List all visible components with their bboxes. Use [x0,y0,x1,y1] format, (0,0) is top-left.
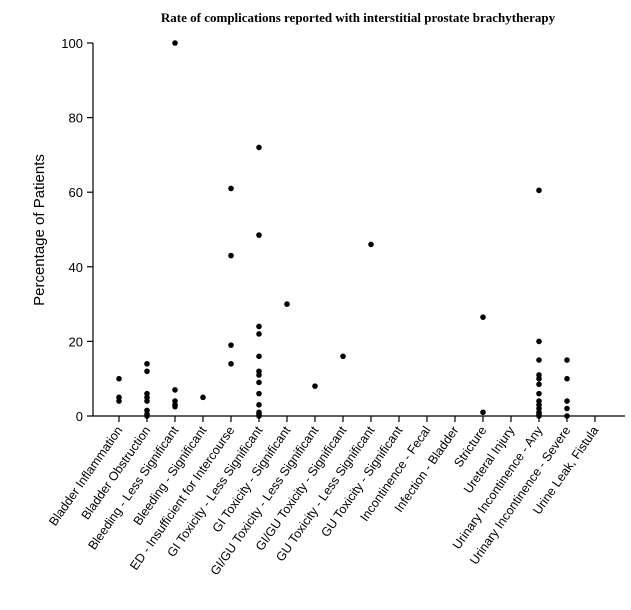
data-point [228,342,234,348]
data-point [564,405,570,412]
data-point [144,360,150,367]
data-point [172,40,178,46]
data-point [228,185,234,192]
data-point [284,301,290,307]
data-point [536,413,542,419]
data-point [340,353,346,360]
data-point [256,144,262,151]
data-point [564,375,570,382]
y-tick-label: 100 [61,36,83,51]
data-point [312,383,318,389]
data-point [228,252,234,259]
data-point [536,357,542,363]
data-point [116,398,122,404]
y-axis-label: Percentage of Patients [31,154,48,306]
data-point [564,413,570,419]
data-point [536,381,542,388]
data-point [564,398,570,404]
data-point [536,375,542,382]
data-point [200,394,206,401]
y-tick-label: 20 [69,334,83,349]
data-point [256,353,262,360]
data-point [480,409,486,416]
data-point [256,323,262,330]
data-point [480,314,486,320]
data-point [256,379,262,386]
data-point [228,360,234,367]
data-point [172,387,178,393]
y-tick-label: 60 [69,185,83,200]
data-point [172,403,178,410]
data-point [144,368,150,375]
data-point [144,413,150,419]
data-point [256,232,262,238]
y-tick-label: 40 [69,260,83,275]
chart-title: Rate of complications reported with inte… [161,10,556,25]
data-point [536,187,542,194]
data-point [116,375,122,382]
data-point [536,390,542,397]
data-point [256,413,262,419]
data-point [144,398,150,404]
data-point [256,390,262,397]
data-point [256,331,262,337]
y-tick-label: 80 [69,111,83,126]
data-point [564,357,570,363]
data-point [536,338,542,345]
data-point [368,241,374,248]
data-point [256,372,262,378]
y-tick-label: 0 [76,409,83,424]
data-point [256,402,262,408]
